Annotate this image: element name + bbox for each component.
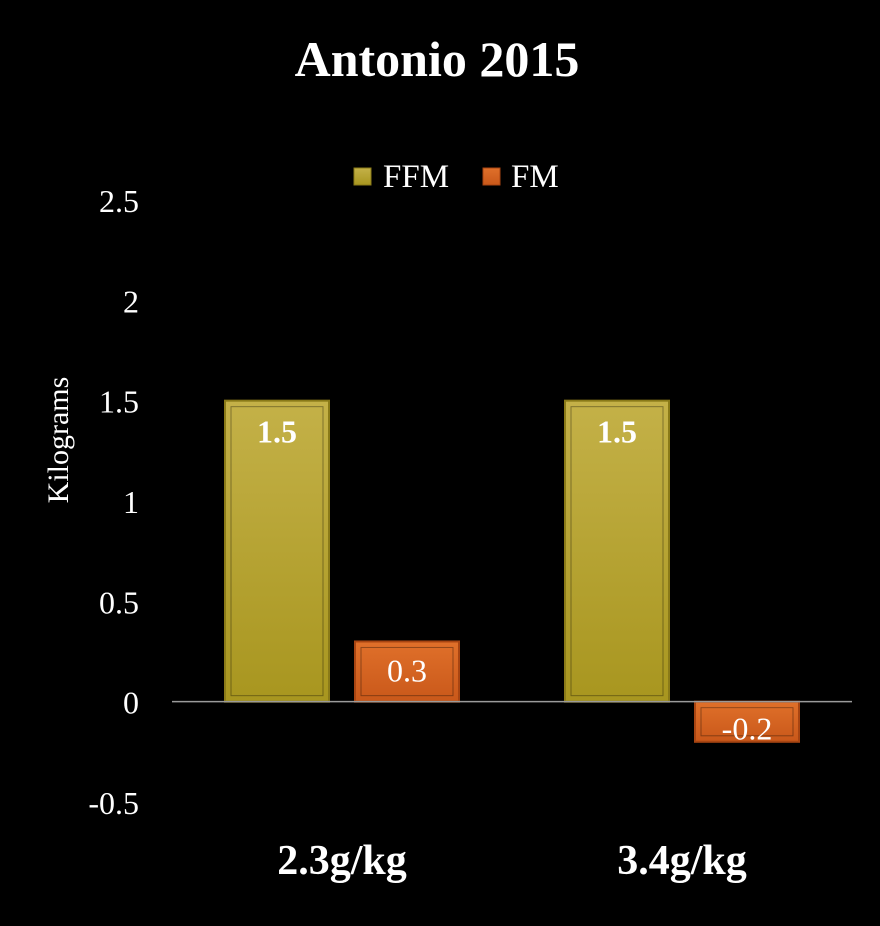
- y-axis-label: Kilograms: [42, 377, 75, 504]
- x-tick-label: 3.4g/kg: [617, 838, 747, 884]
- bar-inner-border: [230, 406, 324, 697]
- x-axis-ticks: 2.3g/kg 3.4g/kg: [277, 838, 747, 884]
- bar-inner-border: [360, 646, 454, 697]
- bar-ffm-0: [224, 399, 330, 703]
- bars: [224, 399, 800, 743]
- x-tick-label: 2.3g/kg: [277, 838, 407, 884]
- data-label: 0.3: [387, 652, 427, 688]
- y-tick-label: 1: [123, 484, 139, 520]
- legend-swatch-fm: [482, 167, 501, 186]
- y-tick-label: 1.5: [99, 384, 139, 420]
- bar-fm-1: [694, 700, 800, 743]
- data-label: -0.2: [722, 711, 773, 747]
- chart-title: Antonio 2015: [295, 31, 580, 87]
- legend-label-ffm: FFM: [383, 159, 449, 195]
- y-tick-label: 2: [123, 283, 139, 319]
- data-label: 1.5: [257, 414, 297, 450]
- y-tick-label: 2.5: [99, 183, 139, 219]
- legend-label-fm: FM: [511, 159, 559, 195]
- y-tick-label: 0.5: [99, 584, 139, 620]
- y-axis-ticks: -0.5 0 0.5 1 1.5 2 2.5: [88, 183, 139, 821]
- bar-ffm-1: [564, 399, 670, 703]
- legend-swatch-ffm: [353, 167, 372, 186]
- bar-inner-border: [700, 707, 794, 737]
- y-tick-label: 0: [123, 685, 139, 721]
- bar-inner-border: [570, 406, 664, 697]
- data-label: 1.5: [597, 414, 637, 450]
- legend: FFM FM: [353, 159, 559, 195]
- y-tick-label: -0.5: [88, 785, 139, 821]
- data-labels: 1.5 0.3 1.5 -0.2: [257, 414, 772, 747]
